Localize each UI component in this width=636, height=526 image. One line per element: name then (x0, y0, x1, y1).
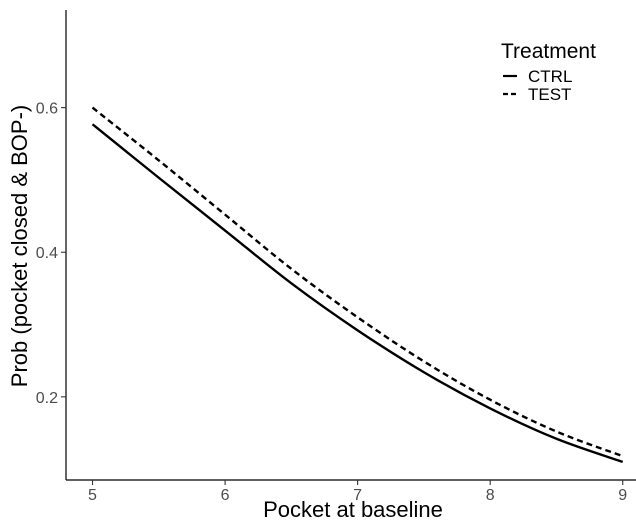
x-axis-title: Pocket at baseline (263, 497, 443, 522)
x-tick-label: 9 (618, 487, 627, 504)
y-tick-label: 0.4 (36, 245, 58, 262)
axes (65, 10, 636, 481)
x-tick-label: 5 (88, 487, 97, 504)
y-tick-label: 0.2 (36, 390, 58, 407)
plot-area (91, 106, 624, 464)
x-tick-label: 7 (353, 487, 362, 504)
legend-label-ctrl: CTRL (528, 67, 572, 86)
y-axis-title: Prob (pocket closed & BOP-) (7, 105, 32, 387)
series-line-ctrl (91, 123, 624, 464)
legend-title: Treatment (501, 40, 596, 63)
ticks: 5 6 7 8 9 0.2 0.4 0.6 (36, 101, 628, 504)
legend-label-test: TEST (528, 85, 571, 104)
y-tick-label: 0.6 (36, 101, 58, 118)
x-tick-label: 8 (486, 487, 495, 504)
x-tick-label: 6 (221, 487, 230, 504)
series-line-test (91, 106, 624, 458)
